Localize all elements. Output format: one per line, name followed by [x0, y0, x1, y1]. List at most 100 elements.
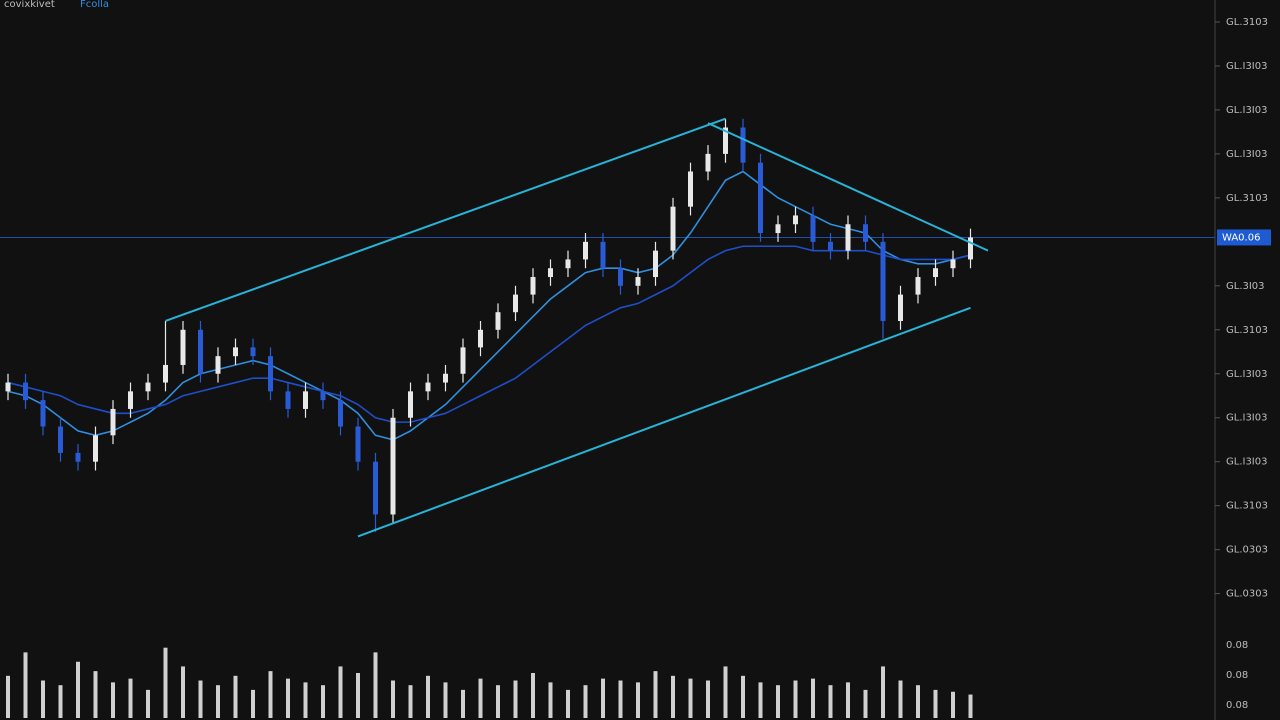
volume-bar: [828, 685, 833, 718]
y-tick-label: GL.3103: [1226, 17, 1268, 28]
chart-title: covixkivet: [4, 0, 55, 10]
volume-bar: [478, 678, 483, 718]
candle-body: [583, 241, 588, 260]
volume-bar: [548, 682, 553, 718]
candle-body: [180, 329, 186, 365]
volume-bar: [461, 689, 465, 718]
y-tick-label: GL.I3I03: [1226, 149, 1267, 160]
candle-body: [303, 391, 308, 409]
volume-bar: [216, 685, 220, 718]
volume-bar: [811, 678, 815, 718]
volume-bar: [251, 689, 255, 718]
volume-bar: [58, 685, 63, 718]
volume-bar: [618, 680, 623, 718]
volume-bar: [181, 666, 185, 718]
candle-body: [635, 277, 641, 286]
candle-body: [355, 426, 361, 462]
volume-axis-label: 0.08: [1226, 670, 1248, 681]
candle-body: [898, 294, 903, 321]
volume-bar: [321, 685, 325, 718]
volume-bar: [286, 678, 290, 718]
candle-body: [933, 268, 938, 278]
moving-average: [7, 170, 971, 441]
candle-body: [548, 268, 553, 278]
volume-bar: [23, 652, 28, 718]
volume-bar: [846, 682, 850, 718]
volume-bar: [268, 671, 273, 718]
y-tick-label: GL.3103: [1226, 193, 1268, 204]
candle-body: [23, 382, 28, 401]
candle-body: [530, 277, 536, 295]
candle-body: [163, 364, 168, 383]
volume-axis-label: 0.08: [1226, 700, 1248, 711]
candle-body: [723, 127, 728, 154]
candle-body: [40, 400, 46, 427]
moving-average: [7, 245, 971, 423]
candle-body: [320, 391, 326, 401]
trendline: [357, 306, 971, 538]
volume-bar: [356, 673, 360, 718]
volume-axis-label: 0.08: [1226, 640, 1248, 651]
volume-bar: [898, 680, 903, 718]
volume-bar: [373, 652, 378, 718]
candle-body: [828, 241, 833, 251]
candle-body: [740, 127, 746, 163]
volume-bar: [723, 666, 728, 718]
candle-body: [845, 224, 851, 251]
volume-bar: [6, 675, 10, 718]
volume-bar: [881, 666, 885, 718]
candle-body: [670, 206, 676, 251]
volume-bar: [933, 689, 938, 718]
y-tick-label: GL.I3I03: [1226, 105, 1267, 116]
candle-body: [915, 277, 921, 295]
volume-bar: [531, 673, 535, 718]
volume-bar: [951, 691, 955, 718]
volume-bar: [233, 675, 238, 718]
volume-bar: [688, 678, 693, 718]
volume-bar: [408, 685, 413, 718]
y-tick-label: GL.0303: [1226, 589, 1268, 600]
volume-bar: [513, 680, 518, 718]
candle-body: [390, 417, 396, 515]
y-tick-label: GL.0303: [1226, 545, 1268, 556]
candle-body: [110, 408, 116, 436]
volume-bar: [496, 685, 500, 718]
candle-body: [5, 382, 11, 392]
volume-bar: [391, 680, 395, 718]
y-tick-label: GL.I3I03: [1226, 61, 1267, 72]
y-tick-label: GL.3103: [1226, 325, 1268, 336]
candle-body: [863, 224, 868, 242]
price-label-box: [1217, 229, 1271, 246]
volume-bar: [426, 675, 430, 718]
candle-body: [58, 426, 63, 453]
candle-body: [495, 312, 501, 330]
volume-bar: [636, 682, 640, 718]
volume-bar: [111, 682, 115, 718]
volume-bar: [601, 678, 605, 718]
candle-body: [705, 153, 711, 172]
candle-body: [128, 391, 133, 409]
candle-body: [688, 171, 693, 207]
candle-body: [408, 391, 413, 418]
y-tick-label: GL.I3I03: [1226, 457, 1267, 468]
volume-bar: [776, 685, 780, 718]
candle-body: [338, 400, 343, 427]
candle-body: [425, 382, 431, 392]
candle-body: [793, 215, 798, 225]
volume-bar: [76, 661, 80, 718]
candle-body: [233, 347, 238, 357]
candle-body: [93, 435, 98, 462]
volume-bar: [968, 694, 973, 718]
candle-body: [513, 294, 518, 313]
candle-body: [215, 356, 221, 374]
candle-body: [373, 461, 378, 515]
volume-bar: [653, 671, 658, 718]
volume-bar: [706, 680, 710, 718]
volume-bar: [128, 678, 133, 718]
candle-body: [968, 237, 973, 260]
candle-body: [460, 347, 466, 374]
volume-bar: [758, 682, 763, 718]
y-tick-label: GL.3I03: [1226, 281, 1265, 292]
candle-body: [618, 268, 623, 286]
